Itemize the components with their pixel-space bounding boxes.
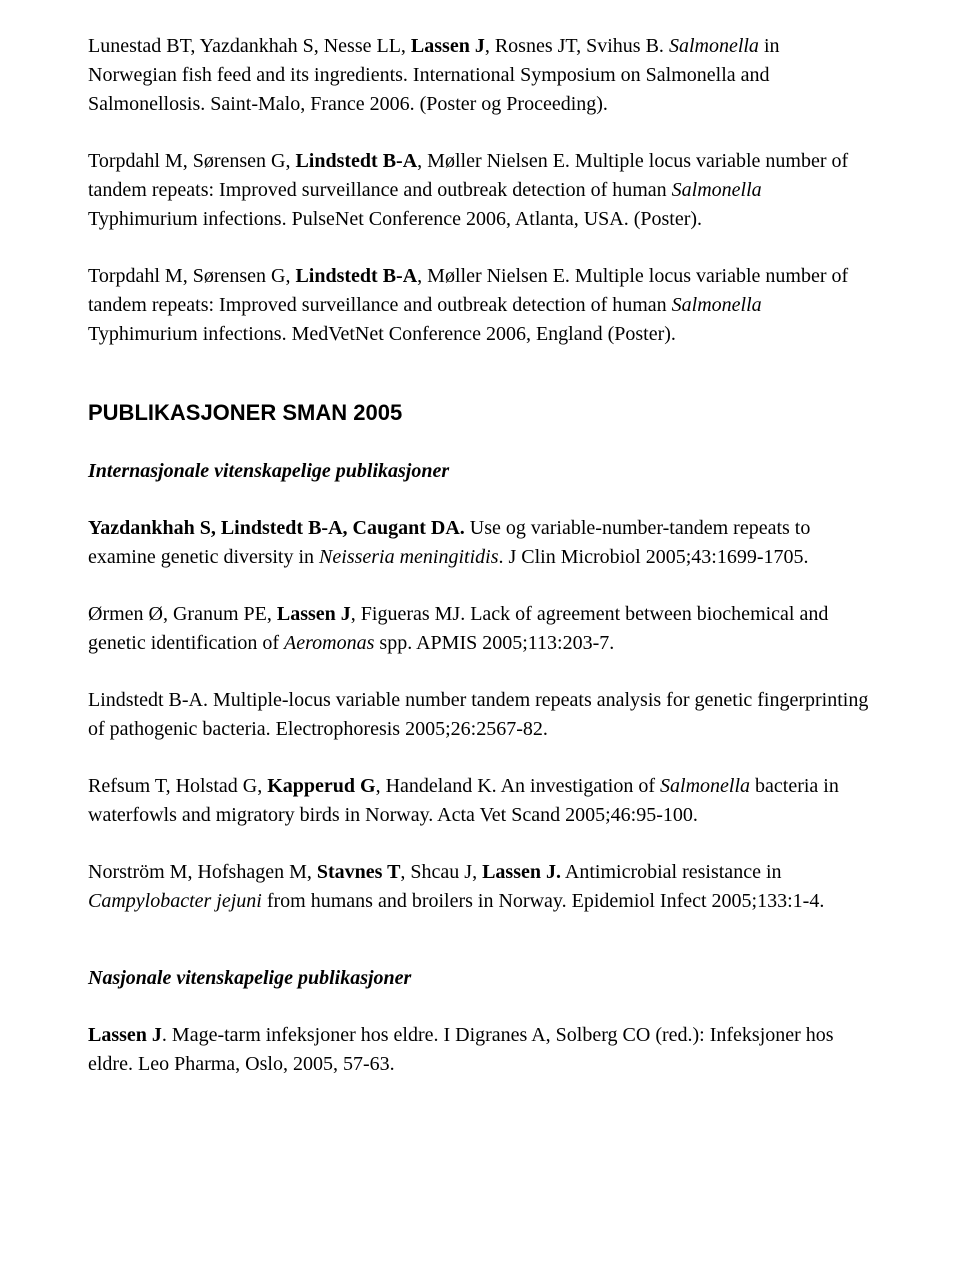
reference-entry: Norström M, Hofshagen M, Stavnes T, Shca… (88, 858, 872, 916)
ref-italic: Salmonella (660, 775, 750, 797)
subheading-national-publications: Nasjonale vitenskapelige publikasjoner (88, 964, 872, 993)
section-heading-publications-2005: PUBLIKASJONER SMAN 2005 (88, 397, 872, 429)
reference-entry: Yazdankhah S, Lindstedt B-A, Caugant DA.… (88, 514, 872, 572)
ref-author-bold: Lassen J (411, 35, 485, 57)
ref-italic: Campylobacter jejuni (88, 890, 262, 912)
ref-text: , Handeland K. An investigation of (376, 775, 660, 797)
ref-author-bold: Lassen J. (482, 861, 561, 883)
ref-text: Antimicrobial resistance in (561, 861, 782, 883)
ref-author-bold: Lindstedt B-A (295, 265, 417, 287)
ref-text: Torpdahl M, Sørensen G, (88, 265, 295, 287)
ref-author-bold: Lassen J (88, 1024, 162, 1046)
ref-author-bold: Kapperud G (267, 775, 375, 797)
ref-text: . J Clin Microbiol 2005;43:1699-1705. (499, 546, 809, 568)
ref-text: Refsum T, Holstad G, (88, 775, 267, 797)
ref-text: Ørmen Ø, Granum PE, (88, 603, 277, 625)
reference-entry: Lindstedt B-A. Multiple-locus variable n… (88, 686, 872, 744)
ref-italic: Aeromonas (284, 632, 374, 654)
reference-entry: Torpdahl M, Sørensen G, Lindstedt B-A, M… (88, 262, 872, 349)
reference-entry: Torpdahl M, Sørensen G, Lindstedt B-A, M… (88, 147, 872, 234)
ref-italic: Salmonella (672, 179, 762, 201)
ref-text: Typhimurium infections. PulseNet Confere… (88, 208, 702, 230)
ref-text: Typhimurium infections. MedVetNet Confer… (88, 323, 676, 345)
reference-entry: Lunestad BT, Yazdankhah S, Nesse LL, Las… (88, 32, 872, 119)
ref-text: , Shcau J, (400, 861, 482, 883)
reference-entry: Lassen J. Mage-tarm infeksjoner hos eldr… (88, 1021, 872, 1079)
reference-entry: Ørmen Ø, Granum PE, Lassen J, Figueras M… (88, 600, 872, 658)
ref-italic: Neisseria meningitidis (319, 546, 498, 568)
ref-text: Torpdahl M, Sørensen G, (88, 150, 295, 172)
ref-text: from humans and broilers in Norway. Epid… (262, 890, 824, 912)
ref-italic: Salmonella (672, 294, 762, 316)
ref-text: , Rosnes JT, Svihus B. (485, 35, 669, 57)
ref-author-bold: Lindstedt B-A (295, 150, 417, 172)
ref-author-bold: Yazdankhah S, Lindstedt B-A, Caugant DA. (88, 517, 465, 539)
subheading-international-publications: Internasjonale vitenskapelige publikasjo… (88, 457, 872, 486)
ref-text: Lindstedt B-A. Multiple-locus variable n… (88, 689, 868, 740)
ref-text: . Mage-tarm infeksjoner hos eldre. I Dig… (88, 1024, 834, 1075)
ref-text: Norström M, Hofshagen M, (88, 861, 317, 883)
ref-text: Lunestad BT, Yazdankhah S, Nesse LL, (88, 35, 411, 57)
ref-italic: Salmonella (669, 35, 759, 57)
ref-text: spp. APMIS 2005;113:203-7. (374, 632, 614, 654)
ref-author-bold: Stavnes T (317, 861, 401, 883)
reference-entry: Refsum T, Holstad G, Kapperud G, Handela… (88, 772, 872, 830)
ref-author-bold: Lassen J (277, 603, 351, 625)
